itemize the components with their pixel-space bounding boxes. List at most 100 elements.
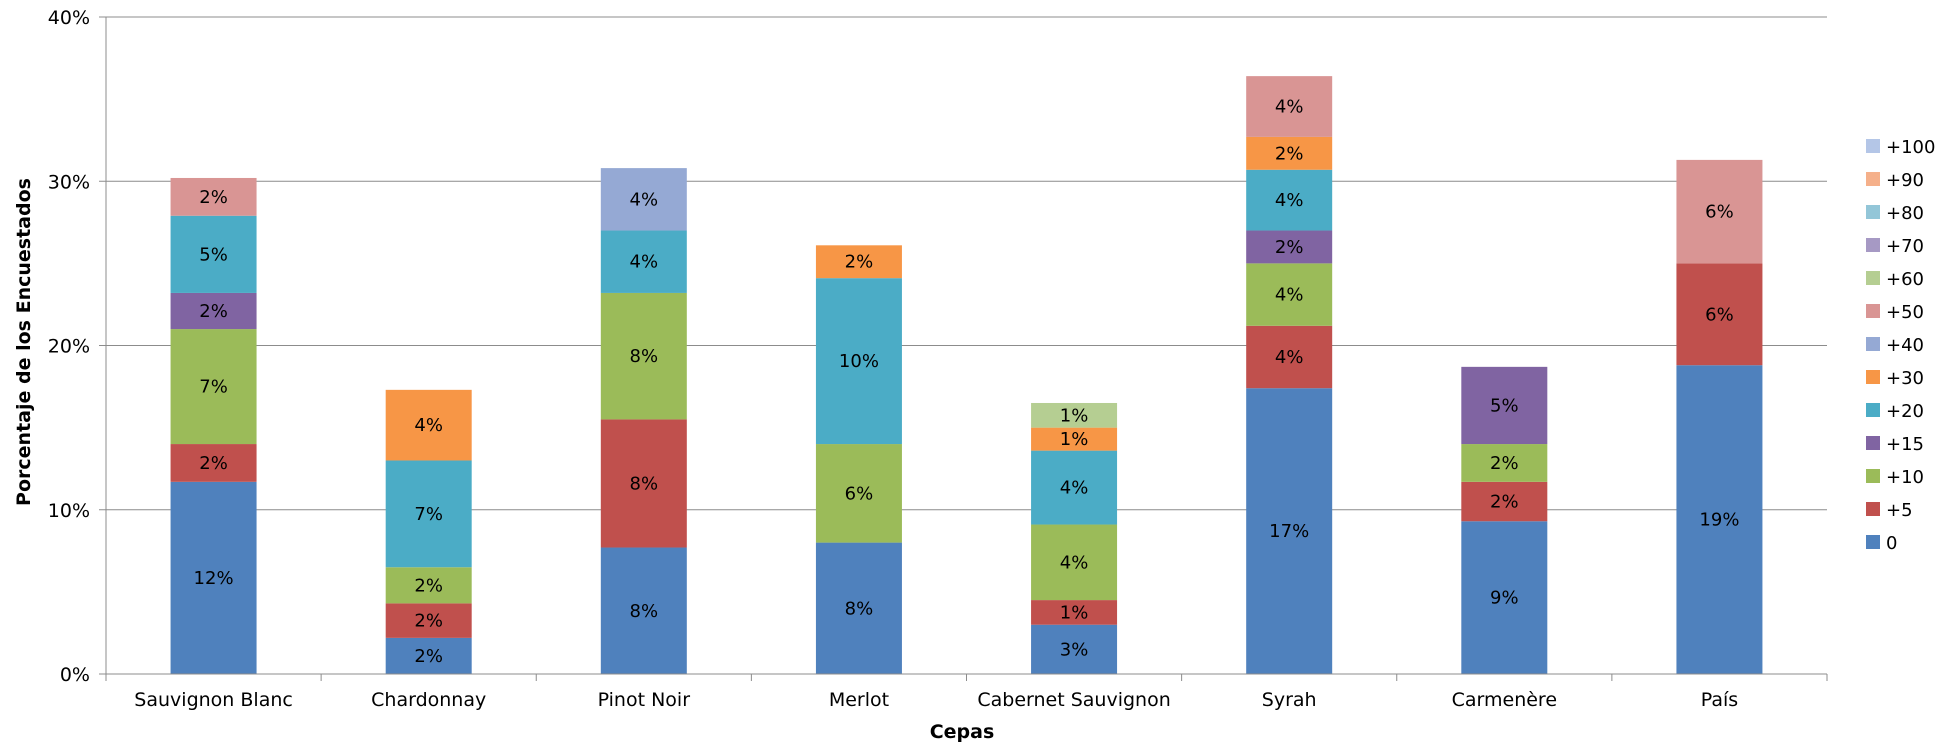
bar-segment bbox=[815, 542, 902, 674]
data-label: 19% bbox=[1699, 510, 1739, 531]
data-label: 4% bbox=[414, 415, 443, 436]
legend-swatch bbox=[1866, 271, 1880, 285]
data-label: 2% bbox=[845, 252, 874, 273]
bar-segment bbox=[170, 215, 257, 293]
y-tick-label: 40% bbox=[48, 7, 90, 29]
y-tick-label: 10% bbox=[48, 500, 90, 522]
data-label: 4% bbox=[630, 252, 659, 273]
data-label: 6% bbox=[1705, 304, 1734, 325]
data-label: 2% bbox=[199, 453, 228, 474]
legend-swatch bbox=[1866, 436, 1880, 450]
y-axis-ticks: 0% 10% 20% 30% 40% bbox=[48, 7, 106, 686]
data-label: 10% bbox=[839, 351, 879, 372]
x-tick-label: Syrah bbox=[1262, 689, 1317, 711]
legend-entry: +5 bbox=[1886, 500, 1913, 521]
legend-entry: +15 bbox=[1886, 434, 1924, 455]
bar-segment bbox=[1031, 402, 1118, 428]
data-label: 4% bbox=[1060, 552, 1089, 573]
bar-segment bbox=[385, 389, 472, 461]
data-label: 1% bbox=[1060, 429, 1089, 450]
data-label: 2% bbox=[414, 611, 443, 632]
x-tick-label: Carmenère bbox=[1452, 689, 1557, 711]
bar-segment bbox=[1676, 159, 1763, 264]
data-label: 7% bbox=[199, 377, 228, 398]
bar-segment bbox=[600, 419, 687, 548]
bar-segment bbox=[1031, 524, 1118, 601]
data-label: 3% bbox=[1060, 639, 1089, 660]
bar-segment bbox=[1246, 325, 1333, 389]
legend-swatch bbox=[1866, 139, 1880, 153]
x-tick-label: Chardonnay bbox=[371, 689, 486, 711]
bar-segment bbox=[385, 567, 472, 604]
data-label: 2% bbox=[414, 646, 443, 667]
legend-entry: +60 bbox=[1886, 269, 1924, 290]
data-label: 5% bbox=[199, 244, 228, 265]
legend-swatch bbox=[1866, 337, 1880, 351]
legend-swatch bbox=[1866, 403, 1880, 417]
legend-entry: +90 bbox=[1886, 170, 1924, 191]
bar-segment bbox=[600, 230, 687, 293]
bar-segment bbox=[1246, 136, 1333, 170]
bar-segment bbox=[1246, 388, 1333, 674]
x-tick-label: Merlot bbox=[829, 689, 889, 711]
legend-entry: +10 bbox=[1886, 467, 1924, 488]
legend-entry: +40 bbox=[1886, 335, 1924, 356]
bar-segment bbox=[1676, 263, 1763, 366]
data-label: 1% bbox=[1060, 602, 1089, 623]
bar-segment bbox=[815, 245, 902, 279]
legend-entry: +70 bbox=[1886, 236, 1924, 257]
data-label: 8% bbox=[630, 473, 659, 494]
data-label: 6% bbox=[1705, 202, 1734, 223]
data-label: 4% bbox=[1275, 190, 1304, 211]
y-tick-label: 0% bbox=[60, 664, 90, 686]
bar-segment bbox=[1246, 169, 1333, 231]
data-label: 7% bbox=[414, 504, 443, 525]
data-label: 4% bbox=[1275, 347, 1304, 368]
data-label: 2% bbox=[1490, 492, 1519, 513]
legend-swatch bbox=[1866, 304, 1880, 318]
data-label: 9% bbox=[1490, 588, 1519, 609]
data-label: 2% bbox=[1490, 453, 1519, 474]
bar-segment bbox=[815, 444, 902, 543]
bar-segment bbox=[170, 292, 257, 330]
data-label: 8% bbox=[630, 346, 659, 367]
data-label: 8% bbox=[845, 598, 874, 619]
data-label: 2% bbox=[199, 187, 228, 208]
x-axis-ticks: Sauvignon Blanc Chardonnay Pinot Noir Merlo… bbox=[105, 674, 1828, 711]
legend: +100+90+80+70+60+50+40+30+20+15+10+50 bbox=[1866, 137, 1935, 554]
data-label: 12% bbox=[194, 568, 234, 589]
bar-segment bbox=[1461, 481, 1548, 522]
data-label: 17% bbox=[1269, 521, 1309, 542]
x-axis-title: Cepas bbox=[930, 721, 995, 743]
legend-entry: 0 bbox=[1886, 533, 1897, 554]
legend-entry: +20 bbox=[1886, 401, 1924, 422]
x-tick-label: Pinot Noir bbox=[598, 689, 691, 711]
data-label: 4% bbox=[1060, 478, 1089, 499]
legend-swatch bbox=[1866, 205, 1880, 219]
data-label: 4% bbox=[1275, 97, 1304, 118]
bar-segment bbox=[170, 329, 257, 445]
legend-swatch bbox=[1866, 370, 1880, 384]
bar-segment bbox=[170, 481, 257, 674]
data-label: 2% bbox=[199, 301, 228, 322]
data-label: 4% bbox=[1275, 285, 1304, 306]
x-tick-label: Cabernet Sauvignon bbox=[977, 689, 1170, 711]
bar-segment bbox=[1246, 263, 1333, 326]
bar-segment bbox=[385, 603, 472, 638]
data-label: 2% bbox=[1275, 143, 1304, 164]
bar-segment bbox=[1246, 230, 1333, 264]
data-label: 5% bbox=[1490, 395, 1519, 416]
bar-segment bbox=[1246, 76, 1333, 137]
bar-segment bbox=[1031, 427, 1118, 451]
data-label: 6% bbox=[845, 483, 874, 504]
legend-swatch bbox=[1866, 469, 1880, 483]
gridlines bbox=[106, 16, 1827, 511]
data-label: 2% bbox=[1275, 237, 1304, 258]
legend-swatch bbox=[1866, 238, 1880, 252]
bar-segment bbox=[1676, 365, 1763, 674]
y-tick-label: 30% bbox=[48, 171, 90, 193]
bar-segment bbox=[385, 460, 472, 568]
y-tick-label: 20% bbox=[48, 336, 90, 358]
bar-segment bbox=[600, 547, 687, 674]
